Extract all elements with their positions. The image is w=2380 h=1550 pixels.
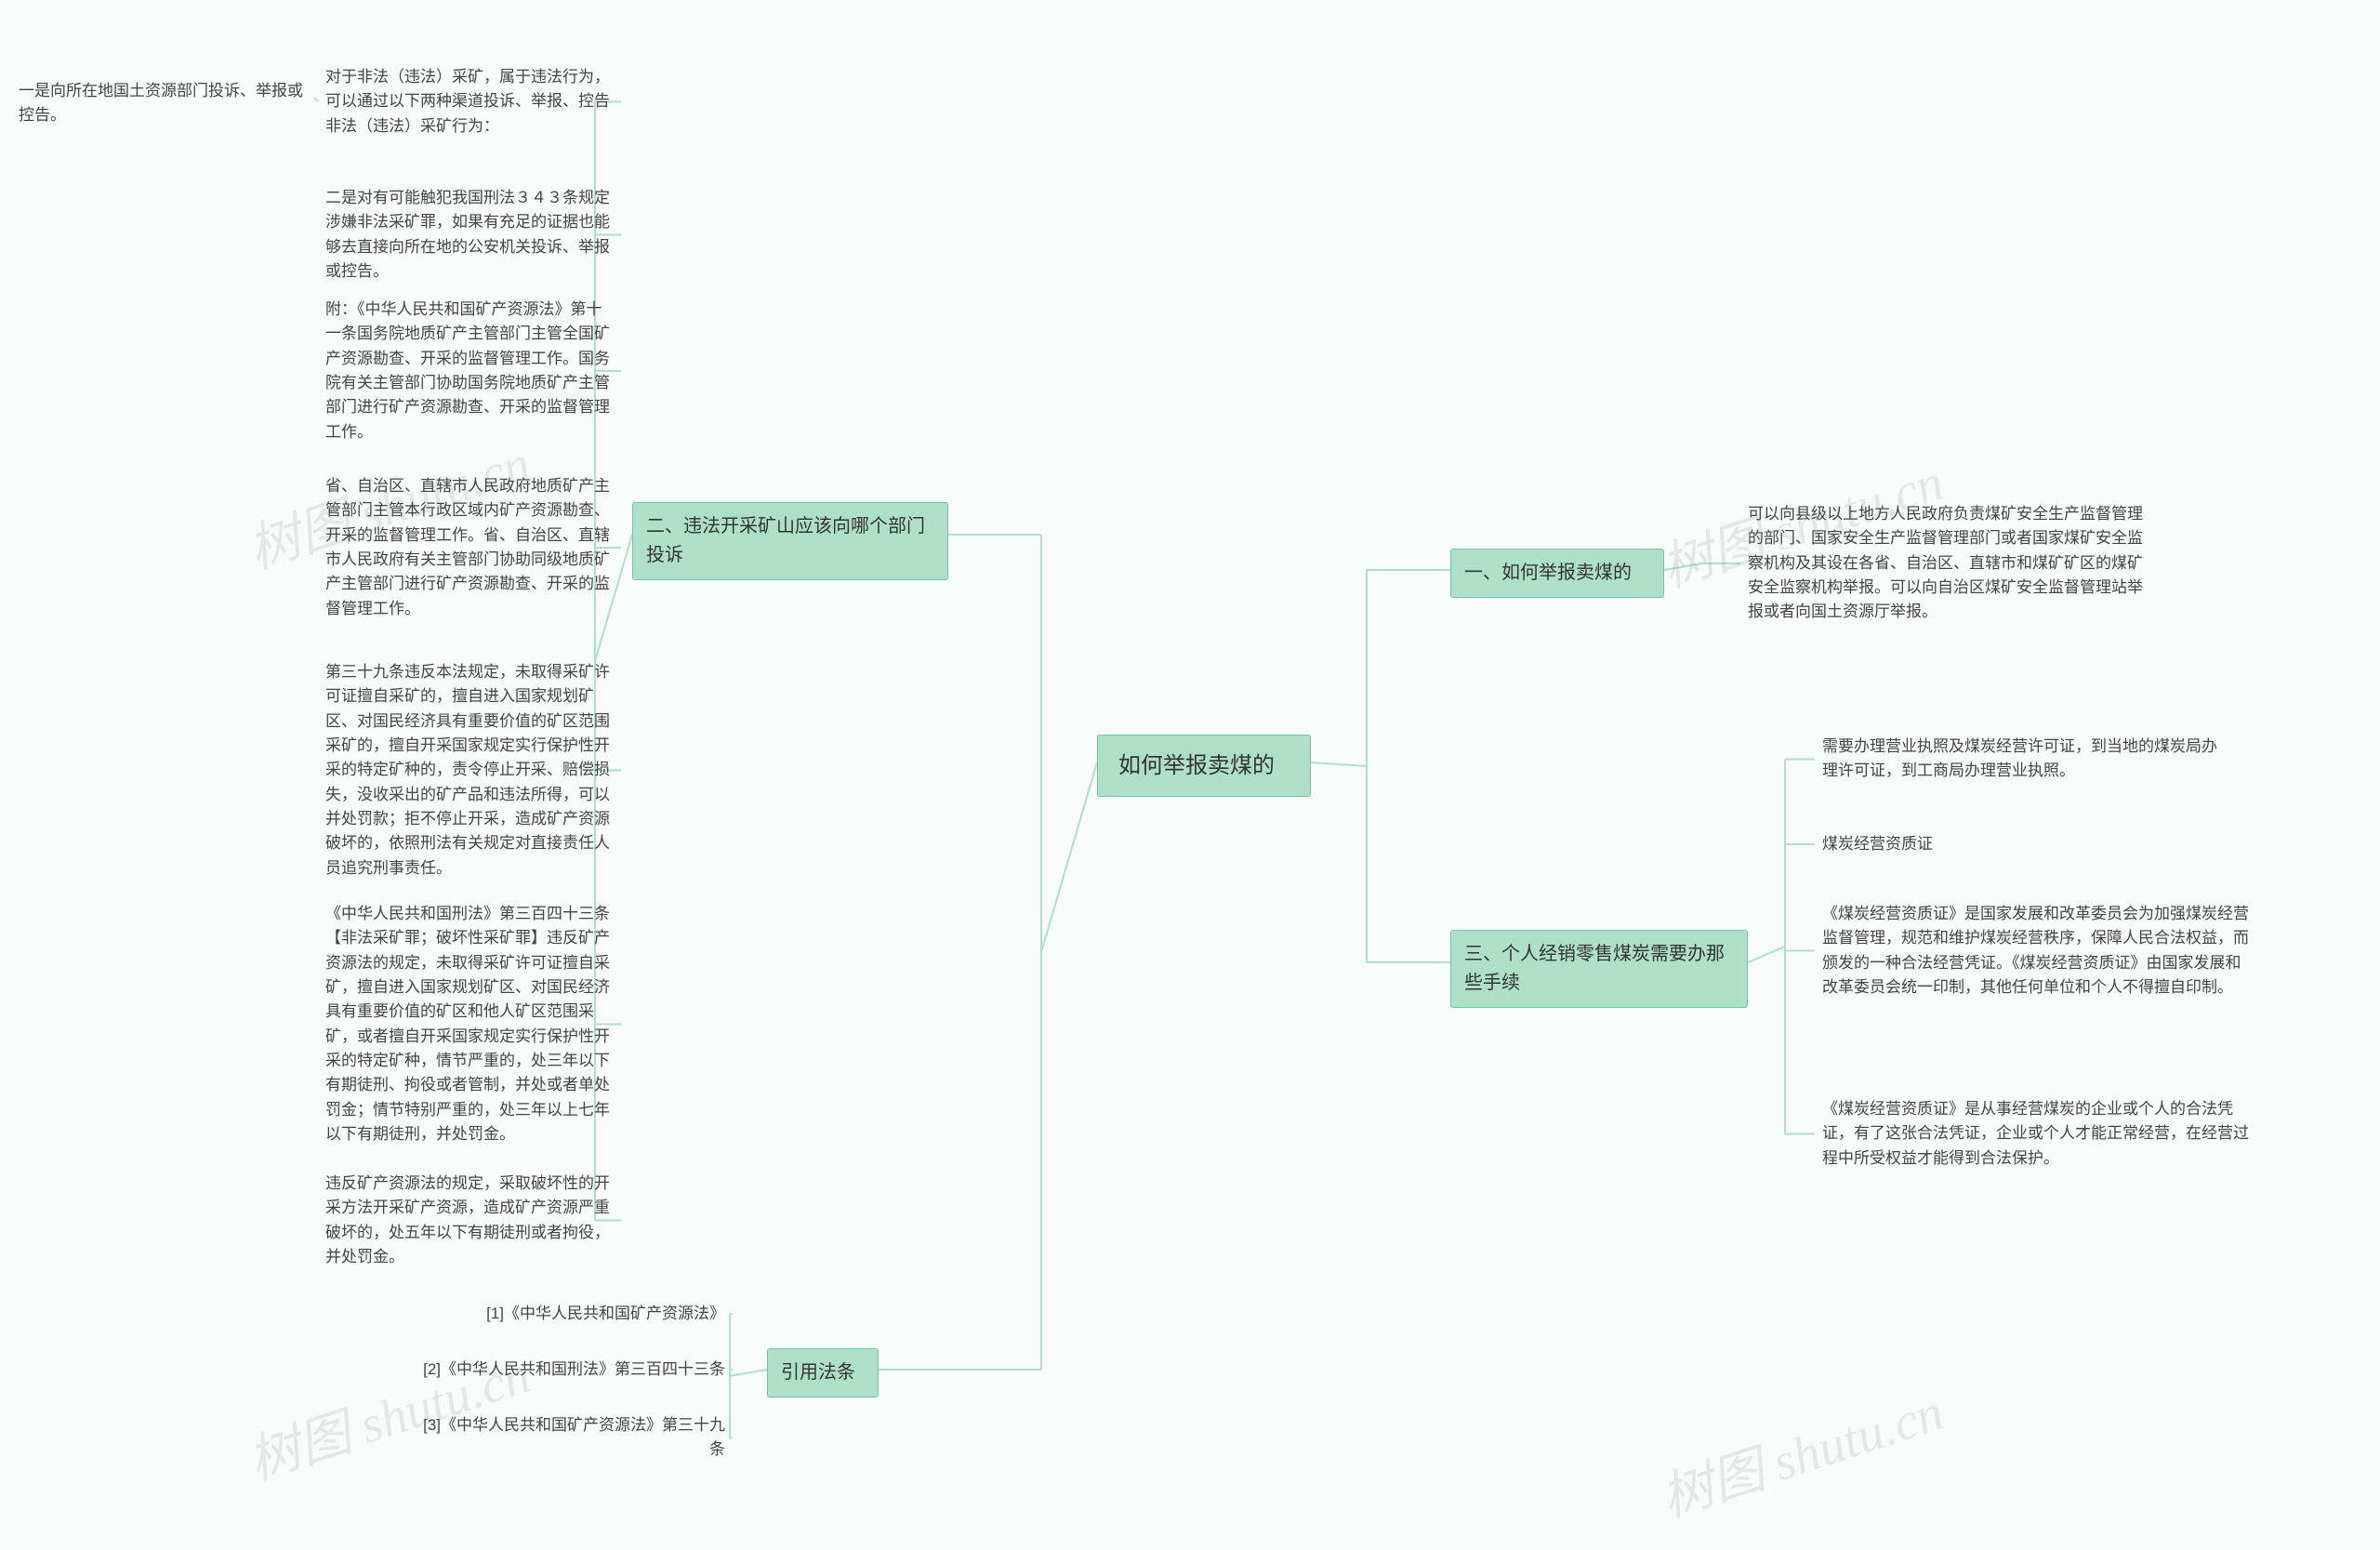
root-node[interactable]: 如何举报卖煤的 xyxy=(1097,735,1311,797)
leaf-node: 省、自治区、直辖市人民政府地质矿产主管部门主管本行政区域内矿产资源勘查、开采的监… xyxy=(325,474,614,621)
leaf-node: [3]《中华人民共和国矿产资源法》第三十九条 xyxy=(418,1413,725,1463)
leaf-node: 对于非法（违法）采矿，属于违法行为，可以通过以下两种渠道投诉、举报、控告非法（违… xyxy=(325,65,614,139)
branch-node[interactable]: 二、违法开采矿山应该向哪个部门投诉 xyxy=(632,502,948,580)
leaf-node: 需要办理营业执照及煤炭经营许可证，到当地的煤炭局办理许可证，到工商局办理营业执照… xyxy=(1822,735,2231,784)
leaf-node: 一是向所在地国土资源部门投诉、举报或控告。 xyxy=(19,79,307,128)
branch-node[interactable]: 三、个人经销零售煤炭需要办那些手续 xyxy=(1450,930,1748,1008)
leaf-node: 二是对有可能触犯我国刑法３４３条规定涉嫌非法采矿罪，如果有充足的证据也能够去直接… xyxy=(325,186,614,284)
leaf-node: 违反矿产资源法的规定，采取破坏性的开采方法开采矿产资源，造成矿产资源严重破坏的，… xyxy=(325,1172,614,1269)
leaf-node: 煤炭经营资质证 xyxy=(1822,832,2231,856)
watermark: 树图 shutu.cn xyxy=(1650,1370,1951,1531)
leaf-node: 附：《中华人民共和国矿产资源法》第十一条国务院地质矿产主管部门主管全国矿产资源勘… xyxy=(325,298,614,444)
leaf-node: 第三十九条违反本法规定，未取得采矿许可证擅自采矿的，擅自进入国家规划矿区、对国民… xyxy=(325,660,614,881)
branch-node[interactable]: 一、如何举报卖煤的 xyxy=(1450,549,1664,598)
leaf-node: 《煤炭经营资质证》是国家发展和改革委员会为加强煤炭经营监督管理，规范和维护煤炭经… xyxy=(1822,902,2250,1000)
leaf-node: [2]《中华人民共和国刑法》第三百四十三条 xyxy=(372,1358,725,1382)
branch-node[interactable]: 引用法条 xyxy=(767,1348,879,1398)
leaf-node: 可以向县级以上地方人民政府负责煤矿安全生产监督管理的部门、国家安全生产监督管理部… xyxy=(1748,502,2157,625)
leaf-node: [1]《中华人民共和国矿产资源法》 xyxy=(437,1302,725,1326)
leaf-node: 《中华人民共和国刑法》第三百四十三条【非法采矿罪；破坏性采矿罪】违反矿产资源法的… xyxy=(325,902,614,1146)
leaf-node: 《煤炭经营资质证》是从事经营煤炭的企业或个人的合法凭证，有了这张合法凭证，企业或… xyxy=(1822,1097,2250,1171)
